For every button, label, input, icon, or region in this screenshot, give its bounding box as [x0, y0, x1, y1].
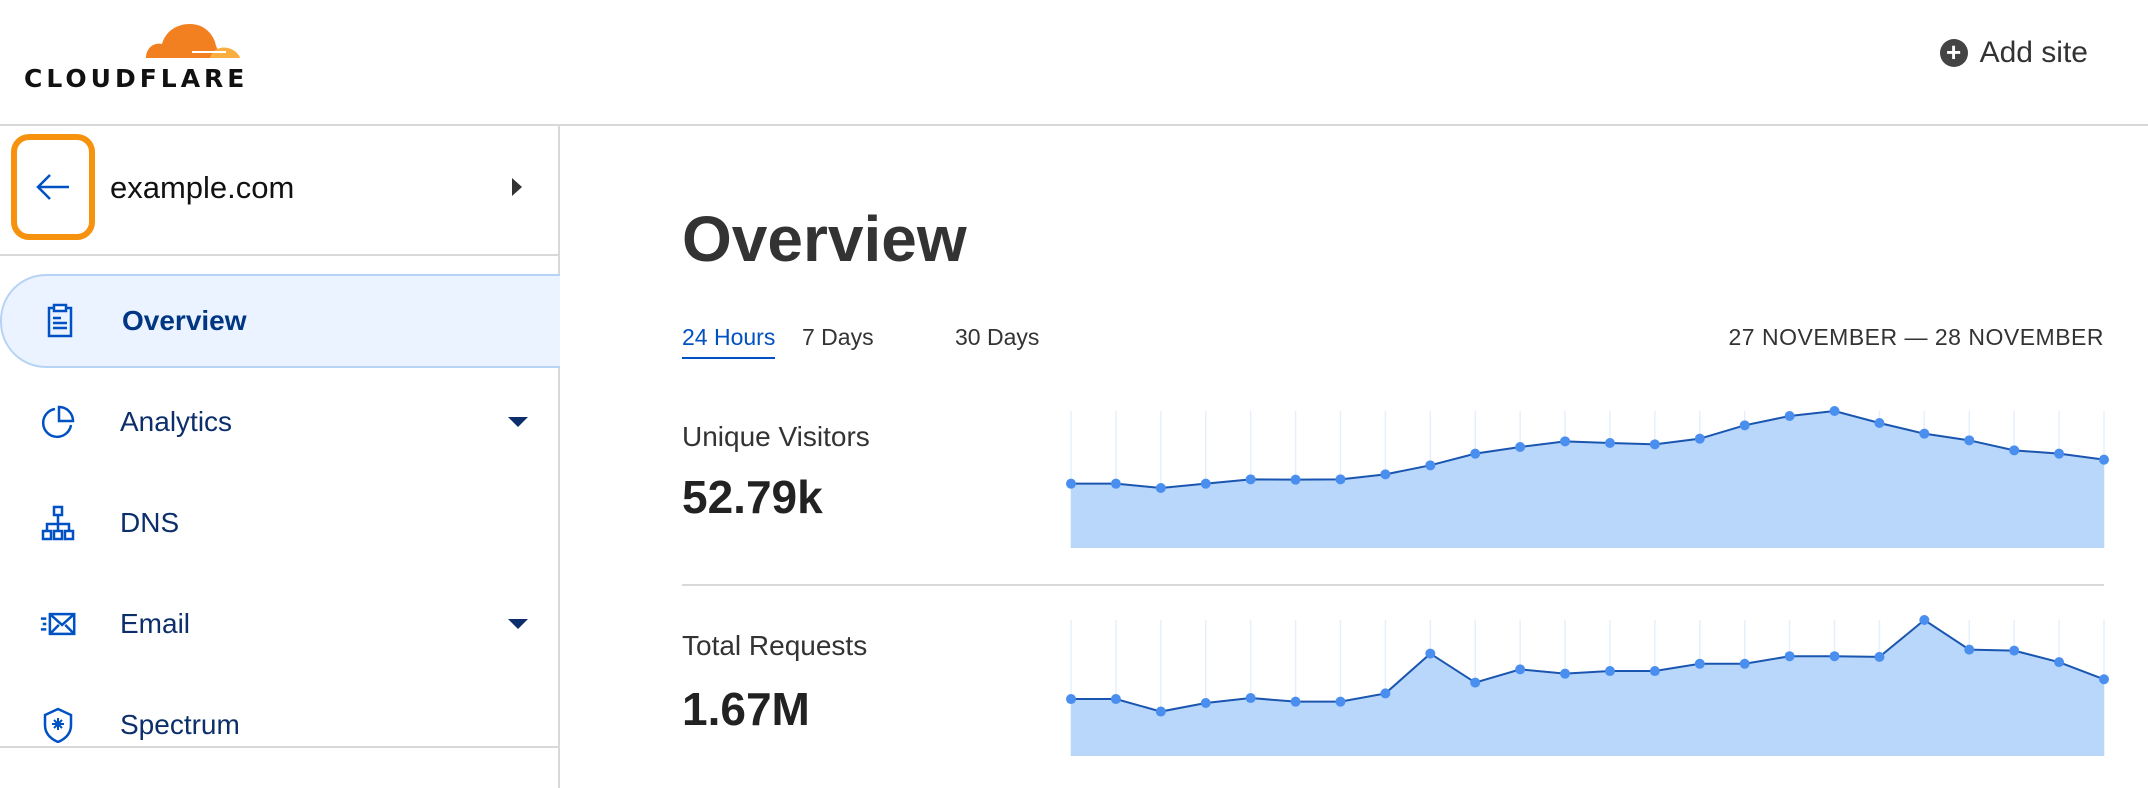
- total-requests-label: Total Requests: [682, 630, 868, 661]
- data-point: [1560, 668, 1571, 679]
- data-point: [2009, 445, 2020, 456]
- data-point: [1694, 433, 1705, 444]
- data-point: [1425, 460, 1436, 471]
- data-point: [2054, 448, 2065, 459]
- unique-visitors-value: 52.79k: [682, 471, 823, 523]
- sidebar-item-label: Email: [120, 608, 191, 639]
- data-point: [1604, 438, 1615, 448]
- data-point: [1784, 411, 1795, 421]
- sidebar: example.com Overview Analytics DNS Email…: [0, 126, 560, 788]
- add-site-label: Add site: [1979, 36, 2088, 69]
- area-fill: [1071, 411, 2104, 548]
- data-point: [2009, 645, 2020, 656]
- cloudflare-logo[interactable]: [22, 10, 262, 95]
- sidebar-item-overview[interactable]: Overview: [0, 274, 560, 368]
- data-point: [2054, 657, 2065, 668]
- sidebar-item-label: Analytics: [120, 406, 233, 437]
- data-point: [1290, 474, 1301, 485]
- divider: [0, 746, 558, 748]
- data-point: [1739, 658, 1750, 669]
- data-point: [1649, 439, 1660, 450]
- top-header: CLOUDFLARE + Add site: [0, 0, 2148, 126]
- sidebar-item-analytics[interactable]: Analytics: [0, 377, 558, 467]
- data-point: [1245, 474, 1256, 485]
- data-point: [1425, 648, 1436, 659]
- data-point: [1515, 442, 1526, 452]
- data-point: [1470, 677, 1481, 688]
- data-point: [1155, 706, 1166, 717]
- series-line: [1071, 618, 2105, 713]
- network-icon: [41, 505, 75, 541]
- total-requests-value: 1.67M: [682, 683, 810, 735]
- unique-visitors-label: Unique Visitors: [682, 421, 870, 452]
- sidebar-item-dns[interactable]: DNS: [0, 478, 558, 568]
- data-point: [1155, 483, 1166, 493]
- sidebar-item-label: Overview: [122, 305, 247, 336]
- tab-7-days[interactable]: 7 Days: [802, 324, 874, 350]
- data-point: [1829, 406, 1840, 416]
- tab-30-days[interactable]: 30 Days: [955, 324, 1040, 350]
- area-fill: [1071, 620, 2104, 756]
- sidebar-item-email[interactable]: Email: [0, 579, 558, 669]
- data-point: [1200, 478, 1211, 489]
- sidebar-item-label: DNS: [120, 507, 180, 538]
- data-point: [1560, 436, 1571, 447]
- data-point: [1335, 696, 1346, 707]
- add-site-button[interactable]: + Add site: [1939, 36, 2088, 70]
- data-point: [1470, 448, 1481, 459]
- data-point: [2099, 674, 2109, 685]
- logo-text: CLOUDFLARE: [24, 64, 249, 93]
- page-title: Overview: [682, 203, 967, 275]
- domain-name[interactable]: example.com: [110, 170, 295, 205]
- data-point: [1066, 478, 1076, 489]
- email-icon: [40, 612, 76, 636]
- data-point: [1110, 694, 1121, 705]
- data-point: [1694, 658, 1705, 669]
- data-point: [1380, 688, 1391, 699]
- data-point: [2099, 454, 2109, 465]
- data-point: [1874, 418, 1885, 428]
- data-point: [1335, 474, 1346, 485]
- data-point: [1515, 664, 1526, 675]
- data-point: [1919, 428, 1930, 439]
- chevron-down-icon[interactable]: [508, 619, 528, 629]
- chevron-down-icon[interactable]: [508, 417, 528, 427]
- data-point: [1245, 693, 1256, 704]
- shield-icon: [43, 707, 73, 743]
- data-point: [1964, 644, 1975, 655]
- clipboard-icon: [47, 303, 73, 338]
- data-point: [1110, 478, 1121, 489]
- data-point: [1829, 651, 1840, 662]
- data-point: [1919, 615, 1930, 625]
- back-button[interactable]: [11, 134, 95, 240]
- caret-right-icon[interactable]: [512, 178, 522, 196]
- data-point: [1649, 666, 1660, 677]
- tab-24-hours[interactable]: 24 Hours: [682, 324, 776, 359]
- data-point: [1604, 666, 1615, 677]
- data-point: [1290, 696, 1301, 707]
- domain-row: example.com: [0, 126, 558, 256]
- data-point: [1964, 435, 1975, 446]
- arrow-left-icon: [36, 174, 69, 200]
- plus-circle-icon: +: [1939, 39, 1968, 67]
- sidebar-item-spectrum[interactable]: Spectrum: [0, 680, 558, 770]
- date-range: 27 NOVEMBER — 28 NOVEMBER: [1728, 324, 2104, 350]
- sidebar-item-label: Spectrum: [120, 709, 240, 740]
- data-point: [1066, 694, 1076, 705]
- pie-chart-icon: [41, 405, 75, 439]
- data-point: [1200, 697, 1211, 708]
- unique-visitors-chart[interactable]: [1064, 405, 2112, 550]
- total-requests-chart[interactable]: [1064, 614, 2112, 758]
- data-point: [1380, 469, 1391, 480]
- data-point: [1784, 651, 1795, 662]
- data-point: [1739, 420, 1750, 431]
- divider: [682, 584, 2104, 586]
- data-point: [1874, 651, 1885, 662]
- series-line: [1071, 409, 2105, 490]
